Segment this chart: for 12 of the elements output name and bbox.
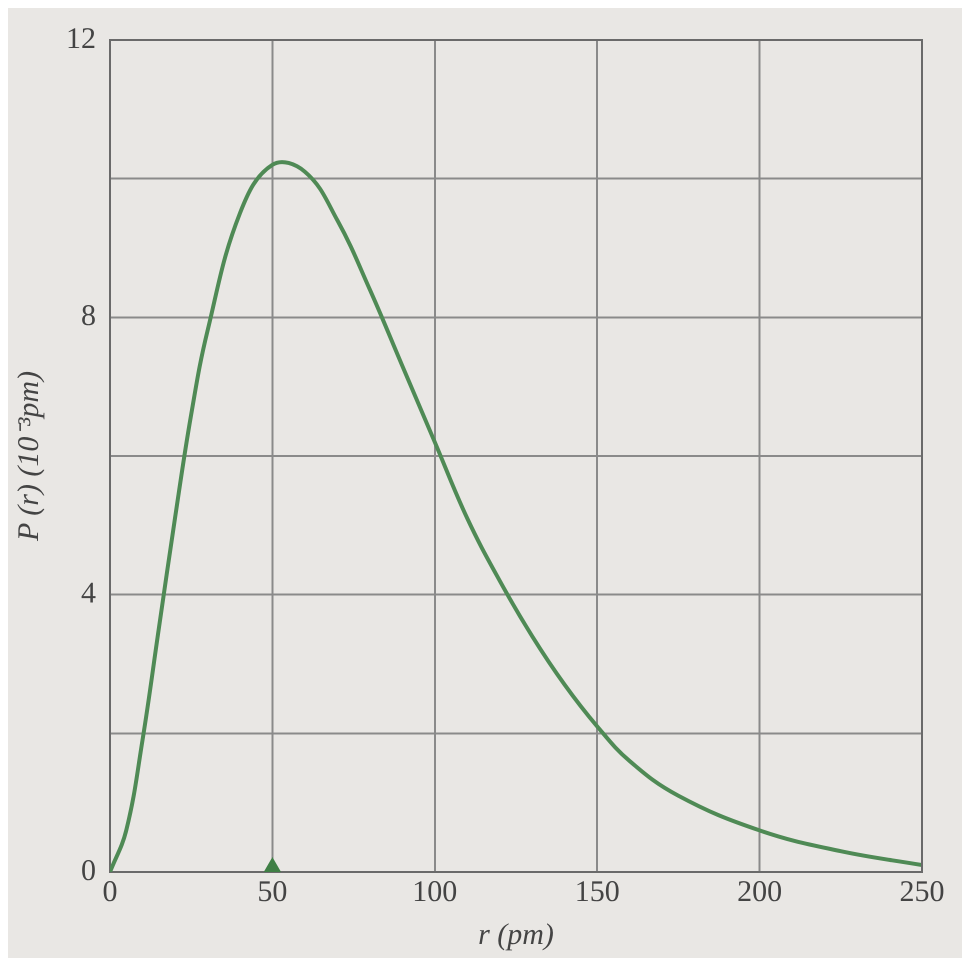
x-tick-label: 100 — [412, 874, 458, 908]
x-tick-label: 150 — [574, 874, 620, 908]
x-tick-label: 50 — [257, 874, 288, 908]
x-tick-label: 250 — [900, 874, 944, 908]
x-tick-label: 200 — [737, 874, 782, 908]
y-tick-label: 12 — [66, 22, 96, 55]
y-tick-label: 4 — [81, 576, 96, 610]
x-axis-title: r (pm) — [478, 918, 554, 951]
x-tick-label: 0 — [102, 874, 118, 908]
y-tick-label: 8 — [81, 299, 96, 332]
y-axis-title: P (r) (10⁻³pm) — [12, 370, 45, 542]
y-tick-label: 0 — [81, 854, 96, 887]
